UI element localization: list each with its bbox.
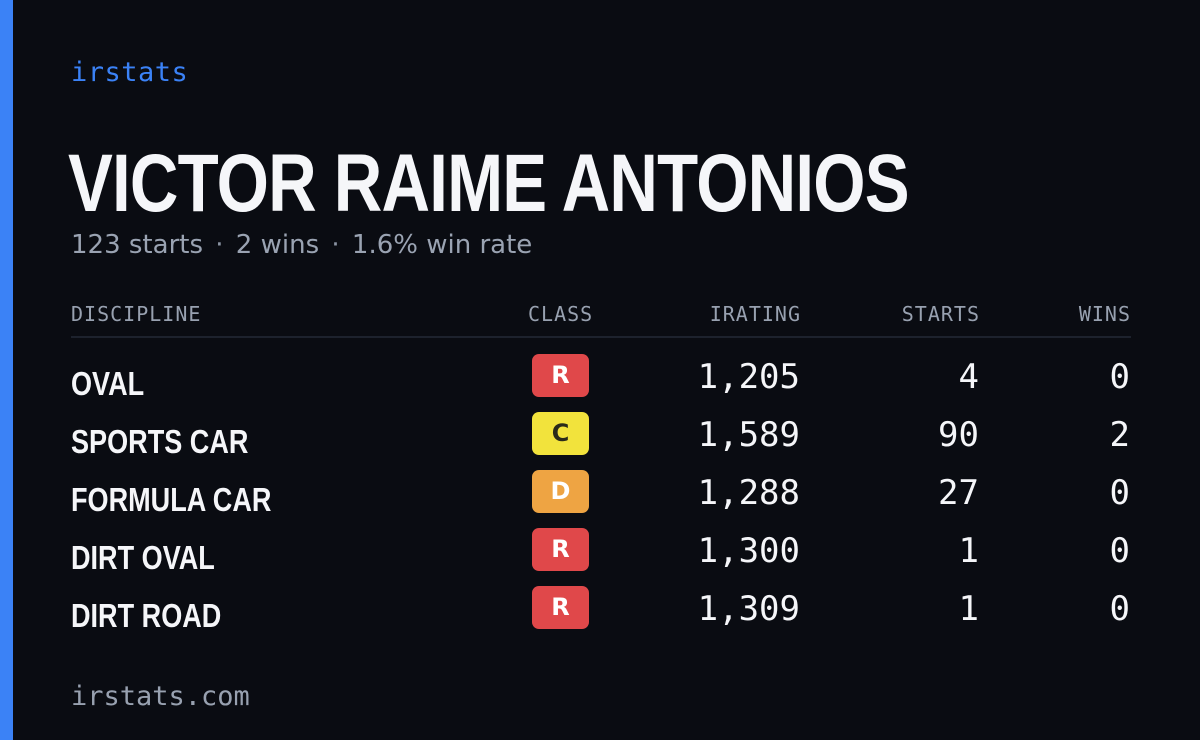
class-badge: R — [532, 586, 589, 629]
irating-value: 1,309 — [697, 589, 800, 629]
table-row: SPORTS CAR C 1,589 90 2 — [71, 412, 1131, 470]
table-row: DIRT ROAD R 1,309 1 0 — [71, 586, 1131, 644]
class-badge: R — [532, 354, 589, 397]
summary-win-rate: 1.6% win rate — [351, 230, 533, 260]
header-class: CLASS — [528, 302, 594, 326]
summary-separator: · — [215, 230, 224, 260]
wins-value: 0 — [1109, 589, 1130, 629]
class-badge: R — [532, 528, 589, 571]
discipline-label: SPORTS CAR — [71, 423, 249, 460]
wins-value: 2 — [1109, 415, 1130, 455]
table-row: OVAL R 1,205 4 0 — [71, 354, 1131, 412]
discipline-label: OVAL — [71, 365, 145, 402]
driver-name: VICTOR RAIME ANTONIOS — [68, 138, 910, 229]
summary-wins: 2 wins — [235, 230, 320, 260]
brand-logo: irstats — [71, 57, 189, 88]
discipline-label: DIRT OVAL — [71, 539, 215, 576]
class-badge: C — [532, 412, 589, 455]
starts-value: 4 — [958, 357, 979, 397]
discipline-table: DISCIPLINE CLASS IRATING STARTS WINS OVA… — [71, 298, 1131, 644]
wins-value: 0 — [1109, 473, 1130, 513]
summary-separator: · — [331, 230, 340, 260]
footer-domain: irstats.com — [71, 681, 250, 712]
irating-value: 1,300 — [697, 531, 800, 571]
accent-bar — [0, 0, 13, 740]
starts-value: 1 — [958, 531, 979, 571]
discipline-label: FORMULA CAR — [71, 481, 272, 518]
discipline-label: DIRT ROAD — [71, 597, 222, 634]
header-wins: WINS — [1078, 302, 1131, 326]
header-irating: IRATING — [709, 302, 801, 326]
table-row: DIRT OVAL R 1,300 1 0 — [71, 528, 1131, 586]
table-body: OVAL R 1,205 4 0 SPORTS CAR C 1,589 90 2… — [71, 354, 1131, 644]
irating-value: 1,205 — [697, 357, 800, 397]
summary-starts: 123 starts — [71, 230, 203, 260]
class-badge: D — [532, 470, 589, 513]
wins-value: 0 — [1109, 357, 1130, 397]
starts-value: 1 — [958, 589, 979, 629]
irating-value: 1,288 — [697, 473, 800, 513]
table-header: DISCIPLINE CLASS IRATING STARTS WINS — [71, 298, 1131, 338]
header-discipline: DISCIPLINE — [71, 302, 202, 326]
starts-value: 90 — [938, 415, 979, 455]
wins-value: 0 — [1109, 531, 1130, 571]
irating-value: 1,589 — [697, 415, 800, 455]
table-row: FORMULA CAR D 1,288 27 0 — [71, 470, 1131, 528]
starts-value: 27 — [938, 473, 979, 513]
driver-summary: 123 starts · 2 wins · 1.6% win rate — [71, 229, 532, 261]
header-starts: STARTS — [901, 302, 980, 326]
